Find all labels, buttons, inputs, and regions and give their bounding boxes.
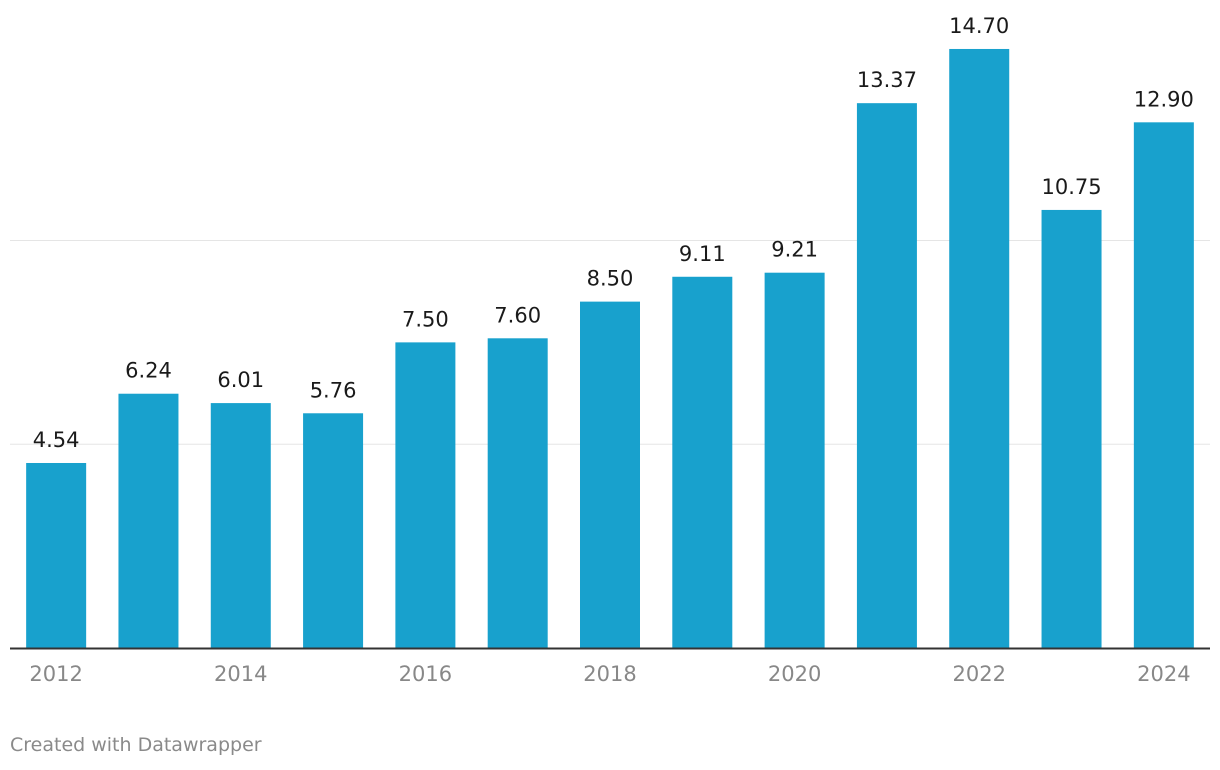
value-label-2020: 9.21 [771, 238, 818, 262]
bar-2020 [764, 272, 825, 648]
value-label-2022: 14.70 [949, 14, 1009, 38]
x-tick-label-2020: 2020 [768, 662, 821, 686]
value-labels: 4.54 6.24 6.01 5.76 7.50 7.60 8.50 9.11 9.21 13.3… [33, 14, 1194, 452]
x-tick-label-2022: 2022 [953, 662, 1006, 686]
bar-2021 [856, 103, 917, 649]
value-label-2024: 12.90 [1134, 87, 1194, 111]
bar-2014 [210, 403, 271, 648]
value-label-2018: 8.50 [587, 267, 634, 291]
x-tick-label-2016: 2016 [399, 662, 452, 686]
footer-credit: Created with Datawrapper [10, 734, 262, 756]
value-label-2016: 7.50 [402, 307, 449, 331]
bar-chart: 4.54 6.24 6.01 5.76 7.50 7.60 8.50 9.11 9.21 13.3… [10, 14, 1210, 686]
value-label-2019: 9.11 [679, 242, 726, 266]
x-axis-tick-labels: 2012 2014 2016 2018 2020 2022 2024 [29, 662, 1190, 686]
x-tick-label-2024: 2024 [1137, 662, 1190, 686]
value-label-2013: 6.24 [125, 359, 172, 383]
bar-2012 [26, 462, 87, 648]
value-label-2014: 6.01 [217, 368, 264, 392]
value-label-2015: 5.76 [310, 378, 357, 402]
bar-2019 [672, 276, 733, 648]
x-tick-label-2014: 2014 [214, 662, 267, 686]
value-label-2021: 13.37 [857, 68, 917, 92]
bar-2022 [949, 48, 1010, 649]
bar-2024 [1133, 122, 1194, 648]
value-label-2023: 10.75 [1041, 175, 1101, 199]
bar-2023 [1041, 209, 1102, 648]
bar-2016 [395, 342, 456, 648]
value-label-2017: 7.60 [494, 303, 541, 327]
bar-2017 [487, 338, 548, 648]
value-label-2012: 4.54 [33, 428, 80, 452]
bar-2013 [118, 393, 179, 648]
x-tick-label-2012: 2012 [29, 662, 82, 686]
bar-2018 [580, 301, 640, 648]
bars [26, 48, 1194, 649]
x-tick-label-2018: 2018 [583, 662, 636, 686]
bar-2015 [303, 413, 364, 648]
